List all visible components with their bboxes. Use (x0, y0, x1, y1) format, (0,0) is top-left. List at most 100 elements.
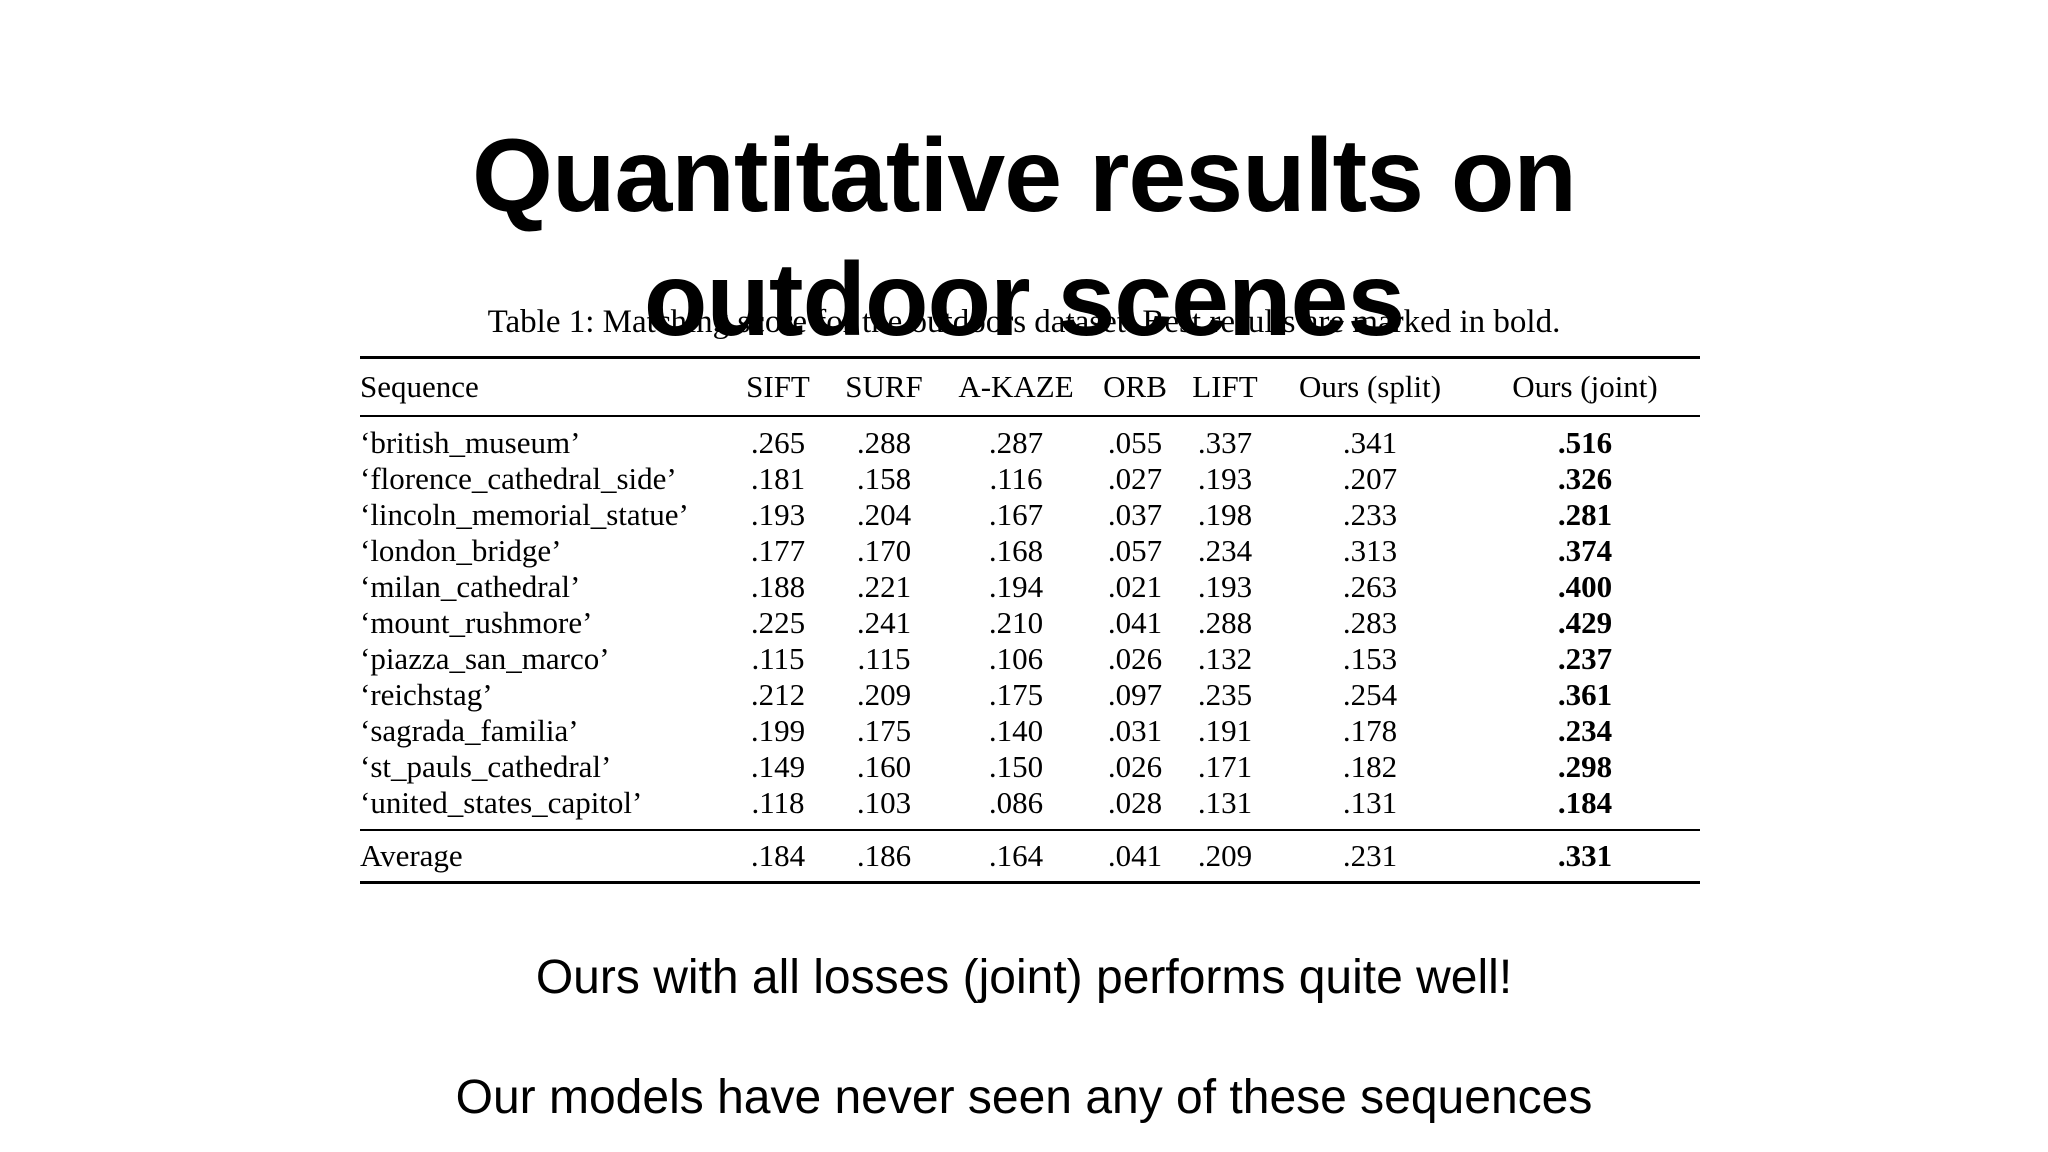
score-cell: .150 (988, 749, 1044, 784)
average-cell: .164 (942, 829, 1090, 884)
score-cell: .193 (1197, 461, 1253, 496)
score-cell: .288 (856, 425, 912, 460)
sequence-name: ‘mount_rushmore’ (360, 605, 593, 640)
score-cell: .041 (1107, 605, 1163, 640)
table-row: ‘st_pauls_cathedral’ .149 .160 .150 .026… (360, 749, 1700, 785)
column-header: Ours (joint) (1470, 356, 1700, 417)
score-cell: .209 (856, 677, 912, 712)
column-header: ORB (1090, 356, 1180, 417)
score-cell: .131 (1342, 785, 1398, 820)
slide-note-2: Our models have never seen any of these … (455, 1071, 1593, 1124)
sequence-name: ‘sagrada_familia’ (360, 713, 579, 748)
score-cell: .204 (856, 497, 912, 532)
score-cell: .207 (1342, 461, 1398, 496)
table-row: ‘milan_cathedral’ .188 .221 .194 .021 .1… (360, 569, 1700, 605)
sequence-name: ‘united_states_capitol’ (360, 785, 643, 820)
best-score-cell: .374 (1557, 533, 1613, 568)
score-cell: .191 (1197, 713, 1253, 748)
score-cell: .031 (1107, 713, 1163, 748)
best-score-cell: .326 (1557, 461, 1613, 496)
score-cell: .212 (750, 677, 806, 712)
score-cell: .026 (1107, 749, 1163, 784)
table-row: ‘united_states_capitol’ .118 .103 .086 .… (360, 785, 1700, 830)
score-cell: .028 (1107, 785, 1163, 820)
score-cell: .097 (1107, 677, 1163, 712)
best-score-cell: .516 (1557, 425, 1613, 460)
score-cell: .225 (750, 605, 806, 640)
score-cell: .288 (1197, 605, 1253, 640)
score-cell: .181 (750, 461, 806, 496)
best-score-cell: .184 (1557, 785, 1613, 820)
column-header: Ours (split) (1270, 356, 1470, 417)
score-cell: .313 (1342, 533, 1398, 568)
score-cell: .106 (988, 641, 1044, 676)
table-row: ‘mount_rushmore’ .225 .241 .210 .041 .28… (360, 605, 1700, 641)
score-cell: .171 (1197, 749, 1253, 784)
score-cell: .337 (1197, 425, 1253, 460)
average-label: Average (360, 829, 730, 884)
score-cell: .263 (1342, 569, 1398, 604)
score-cell: .175 (988, 677, 1044, 712)
results-table: Sequence SIFT SURF A-KAZE ORB LIFT Ours … (360, 356, 1700, 884)
score-cell: .194 (988, 569, 1044, 604)
score-cell: .026 (1107, 641, 1163, 676)
best-score-cell: .400 (1557, 569, 1613, 604)
best-score-cell: .298 (1557, 749, 1613, 784)
score-cell: .170 (856, 533, 912, 568)
score-cell: .057 (1107, 533, 1163, 568)
slide-title-line-1: Quantitative results on (472, 117, 1577, 234)
score-cell: .103 (856, 785, 912, 820)
sequence-name: ‘reichstag’ (360, 677, 493, 712)
average-cell: .041 (1090, 829, 1180, 884)
score-cell: .188 (750, 569, 806, 604)
score-cell: .235 (1197, 677, 1253, 712)
table-row: ‘lincoln_memorial_statue’ .193 .204 .167… (360, 497, 1700, 533)
score-cell: .193 (750, 497, 806, 532)
column-header: SIFT (730, 356, 826, 417)
score-cell: .341 (1342, 425, 1398, 460)
sequence-name: ‘st_pauls_cathedral’ (360, 749, 612, 784)
table-row: ‘british_museum’ .265 .288 .287 .055 .33… (360, 416, 1700, 461)
column-header: Sequence (360, 356, 730, 417)
score-cell: .132 (1197, 641, 1253, 676)
score-cell: .175 (856, 713, 912, 748)
table-row: ‘piazza_san_marco’ .115 .115 .106 .026 .… (360, 641, 1700, 677)
average-cell: .186 (826, 829, 942, 884)
score-cell: .241 (856, 605, 912, 640)
score-cell: .149 (750, 749, 806, 784)
score-cell: .283 (1342, 605, 1398, 640)
score-cell: .086 (988, 785, 1044, 820)
score-cell: .177 (750, 533, 806, 568)
score-cell: .198 (1197, 497, 1253, 532)
table-caption: Table 1: Matching score for the outdoors… (487, 304, 1561, 340)
score-cell: .153 (1342, 641, 1398, 676)
score-cell: .131 (1197, 785, 1253, 820)
table-row: ‘sagrada_familia’ .199 .175 .140 .031 .1… (360, 713, 1700, 749)
best-average-cell: .331 (1470, 829, 1700, 884)
score-cell: .158 (856, 461, 912, 496)
score-cell: .234 (1197, 533, 1253, 568)
table-header-row: Sequence SIFT SURF A-KAZE ORB LIFT Ours … (360, 356, 1700, 417)
score-cell: .287 (988, 425, 1044, 460)
score-cell: .233 (1342, 497, 1398, 532)
best-score-cell: .281 (1557, 497, 1613, 532)
table-row: ‘london_bridge’ .177 .170 .168 .057 .234… (360, 533, 1700, 569)
best-score-cell: .429 (1557, 605, 1613, 640)
score-cell: .140 (988, 713, 1044, 748)
average-cell: .231 (1270, 829, 1470, 884)
best-score-cell: .237 (1557, 641, 1613, 676)
sequence-name: ‘piazza_san_marco’ (360, 641, 610, 676)
score-cell: .115 (857, 641, 911, 676)
sequence-name: ‘london_bridge’ (360, 533, 562, 568)
score-cell: .021 (1107, 569, 1163, 604)
sequence-name: ‘milan_cathedral’ (360, 569, 581, 604)
score-cell: .210 (988, 605, 1044, 640)
score-cell: .027 (1107, 461, 1163, 496)
average-cell: .209 (1180, 829, 1270, 884)
slide-note-1: Ours with all losses (joint) performs qu… (535, 951, 1513, 1004)
best-score-cell: .234 (1557, 713, 1613, 748)
score-cell: .168 (988, 533, 1044, 568)
score-cell: .115 (751, 641, 805, 676)
score-cell: .037 (1107, 497, 1163, 532)
score-cell: .193 (1197, 569, 1253, 604)
